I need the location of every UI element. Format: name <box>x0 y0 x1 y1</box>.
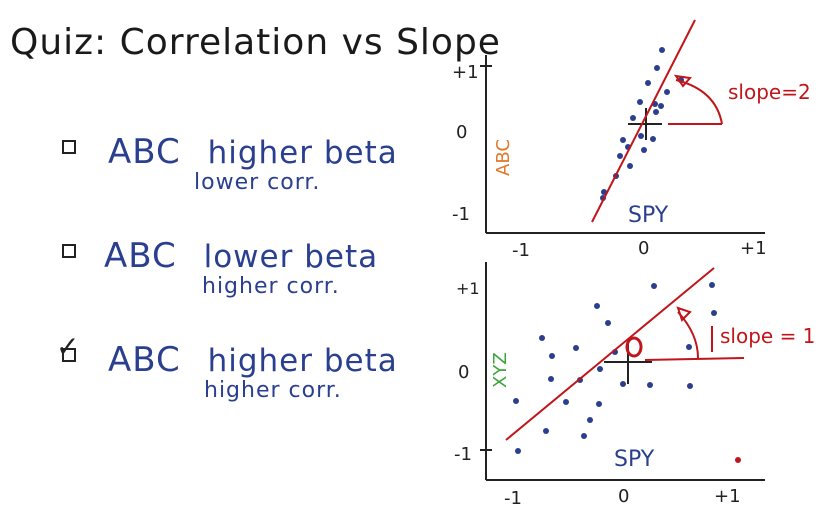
top-ytick-0: 0 <box>456 122 467 143</box>
checkbox-icon[interactable] <box>62 244 76 258</box>
top-xtick-0: 0 <box>638 238 649 259</box>
option-2-stock: ABC <box>104 236 177 276</box>
option-2-line2: higher corr. <box>202 274 340 299</box>
top-ytick-minus1: -1 <box>452 204 470 225</box>
option-1-line2: lower corr. <box>194 170 321 195</box>
bottom-fit-line <box>505 267 715 441</box>
top-ylabel: ABC <box>493 139 514 176</box>
checkmark-icon: ✓ <box>56 330 80 363</box>
bottom-slope-label: slope = 1 <box>720 324 815 348</box>
checkbox-icon[interactable] <box>62 348 76 362</box>
option-1-stock: ABC <box>108 132 181 172</box>
top-ytick-plus1: +1 <box>452 62 479 83</box>
bottom-xtick-0: 0 <box>618 486 629 507</box>
outlier-point <box>735 457 741 463</box>
bottom-xtick-minus1: -1 <box>504 488 522 509</box>
top-slope-label: slope=2 <box>728 80 811 104</box>
option-3-stock: ABC <box>108 340 181 380</box>
top-plot: +1 0 -1 -1 0 +1 ABC SPY slope=2 <box>452 19 811 261</box>
option-1-line1: higher beta <box>207 135 398 171</box>
checkbox-icon[interactable] <box>62 140 76 154</box>
top-xtick-plus1: +1 <box>740 238 767 259</box>
bottom-scatter-points <box>513 282 717 454</box>
top-xtick-minus1: -1 <box>512 240 530 261</box>
bottom-xlabel: SPY <box>614 447 655 472</box>
bottom-ylabel: XYZ <box>490 352 511 388</box>
bottom-plot: +1 0 -1 -1 0 +1 XYZ SPY slope = 1 <box>454 262 815 509</box>
bottom-ytick-plus1: +1 <box>456 279 480 298</box>
quiz-title: Quiz: Correlation vs Slope <box>10 22 501 63</box>
top-angle-arc <box>675 79 723 125</box>
bottom-ytick-minus1: -1 <box>454 444 472 465</box>
option-3-line2: higher corr. <box>204 378 342 403</box>
top-xlabel: SPY <box>628 203 669 228</box>
option-2-line1: lower beta <box>203 239 379 275</box>
bottom-ytick-0: 0 <box>458 362 469 383</box>
origin-circle <box>625 336 643 358</box>
bottom-xtick-plus1: +1 <box>714 486 741 507</box>
top-fit-line <box>591 19 696 223</box>
option-3-line1: higher beta <box>207 343 398 379</box>
